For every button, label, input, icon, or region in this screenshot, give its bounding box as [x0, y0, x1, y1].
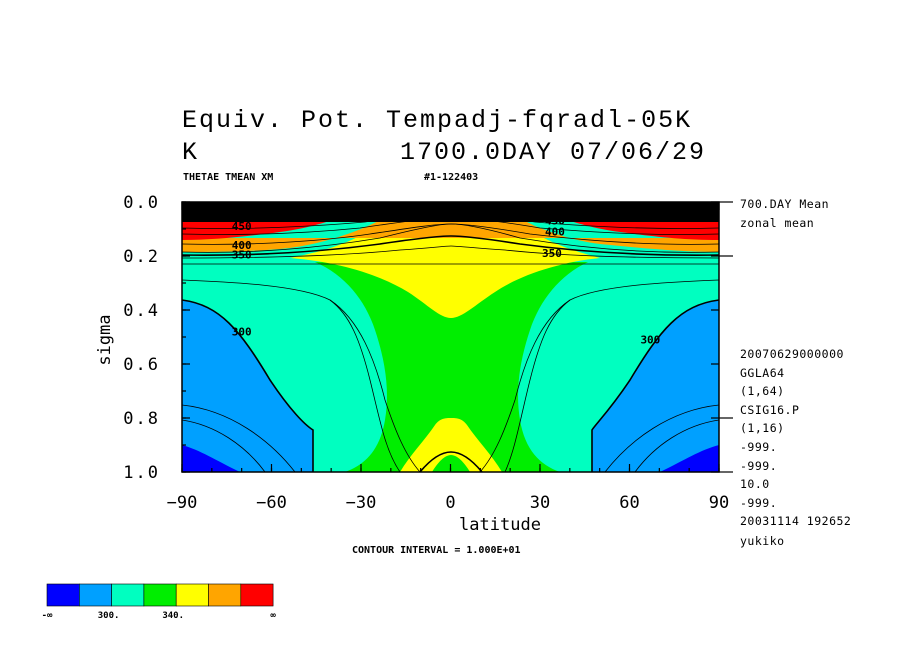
chart-title-line2-right: 1700.0DAY 07/06/29	[400, 138, 707, 167]
side-info-line: -999.	[740, 459, 778, 473]
contour-label: 350	[542, 247, 562, 260]
colorbar-swatch	[111, 583, 145, 607]
x-tick-label: 90	[709, 493, 729, 513]
contour-label: 500	[545, 204, 565, 217]
contour-label: 350	[232, 248, 252, 261]
x-tick-label: −30	[346, 493, 377, 513]
side-info-line: zonal mean	[740, 216, 815, 230]
colorbar-swatch	[143, 583, 177, 607]
contour-label: 450	[232, 220, 252, 233]
x-tick-label: −60	[256, 493, 287, 513]
colorbar-swatch	[79, 583, 112, 607]
chart-title-line1: Equiv. Pot. Tempadj-fqradl-05K	[182, 106, 693, 135]
run-id-label: #1-122403	[424, 172, 479, 183]
x-tick-label: 60	[619, 493, 639, 513]
y-tick-label: 0.2	[123, 247, 160, 267]
side-info-line: (1,16)	[740, 421, 785, 435]
contour-fill	[182, 202, 719, 472]
y-tick-label: 0.0	[123, 193, 160, 213]
colorbar-label: 300.	[98, 611, 120, 621]
y-axis-label: sigma	[95, 314, 115, 365]
contour-label: 500	[232, 209, 252, 222]
side-info-line: -999.	[740, 496, 778, 510]
contour-label: 450	[545, 215, 565, 228]
side-info-line: GGLA64	[740, 366, 785, 380]
y-tick-label: 0.8	[123, 409, 160, 429]
chart-title-line2-left: K	[182, 138, 200, 167]
x-tick-label: −90	[167, 493, 198, 513]
colorbar-swatch	[240, 583, 274, 607]
side-info-line: 20031114 192652	[740, 514, 852, 528]
colorbar-label: 340.	[162, 611, 184, 621]
contour-label: 400	[545, 225, 565, 238]
side-info-line: 700.DAY Mean	[740, 197, 830, 211]
side-info-line: 10.0	[740, 477, 770, 491]
colorbar-swatch	[175, 583, 209, 607]
y-tick-label: 0.6	[123, 355, 160, 375]
side-info-line: -999.	[740, 440, 778, 454]
contour-label: 300	[640, 333, 660, 346]
contour-label: 400	[232, 239, 252, 252]
x-axis-label: latitude	[459, 515, 541, 535]
side-info-line: yukiko	[740, 534, 785, 548]
contour-label: 300	[232, 325, 252, 338]
side-info-line: 20070629000000	[740, 347, 844, 361]
x-tick-label: 30	[530, 493, 550, 513]
x-tick-label: 0	[445, 493, 455, 513]
side-info-line: (1,64)	[740, 384, 785, 398]
variable-label: THETAE TMEAN XM	[183, 172, 274, 183]
side-info-line: CSIG16.P	[740, 403, 800, 417]
contour-interval-label: CONTOUR INTERVAL = 1.000E+01	[352, 545, 521, 556]
y-tick-label: 1.0	[123, 463, 160, 483]
y-tick-label: 0.4	[123, 301, 160, 321]
colorbar-swatch	[46, 583, 80, 607]
colorbar: -∞ 300. 340. ∞	[42, 583, 276, 621]
colorbar-label: ∞	[270, 611, 276, 621]
colorbar-swatch	[208, 583, 242, 607]
colorbar-label: -∞	[42, 611, 53, 621]
